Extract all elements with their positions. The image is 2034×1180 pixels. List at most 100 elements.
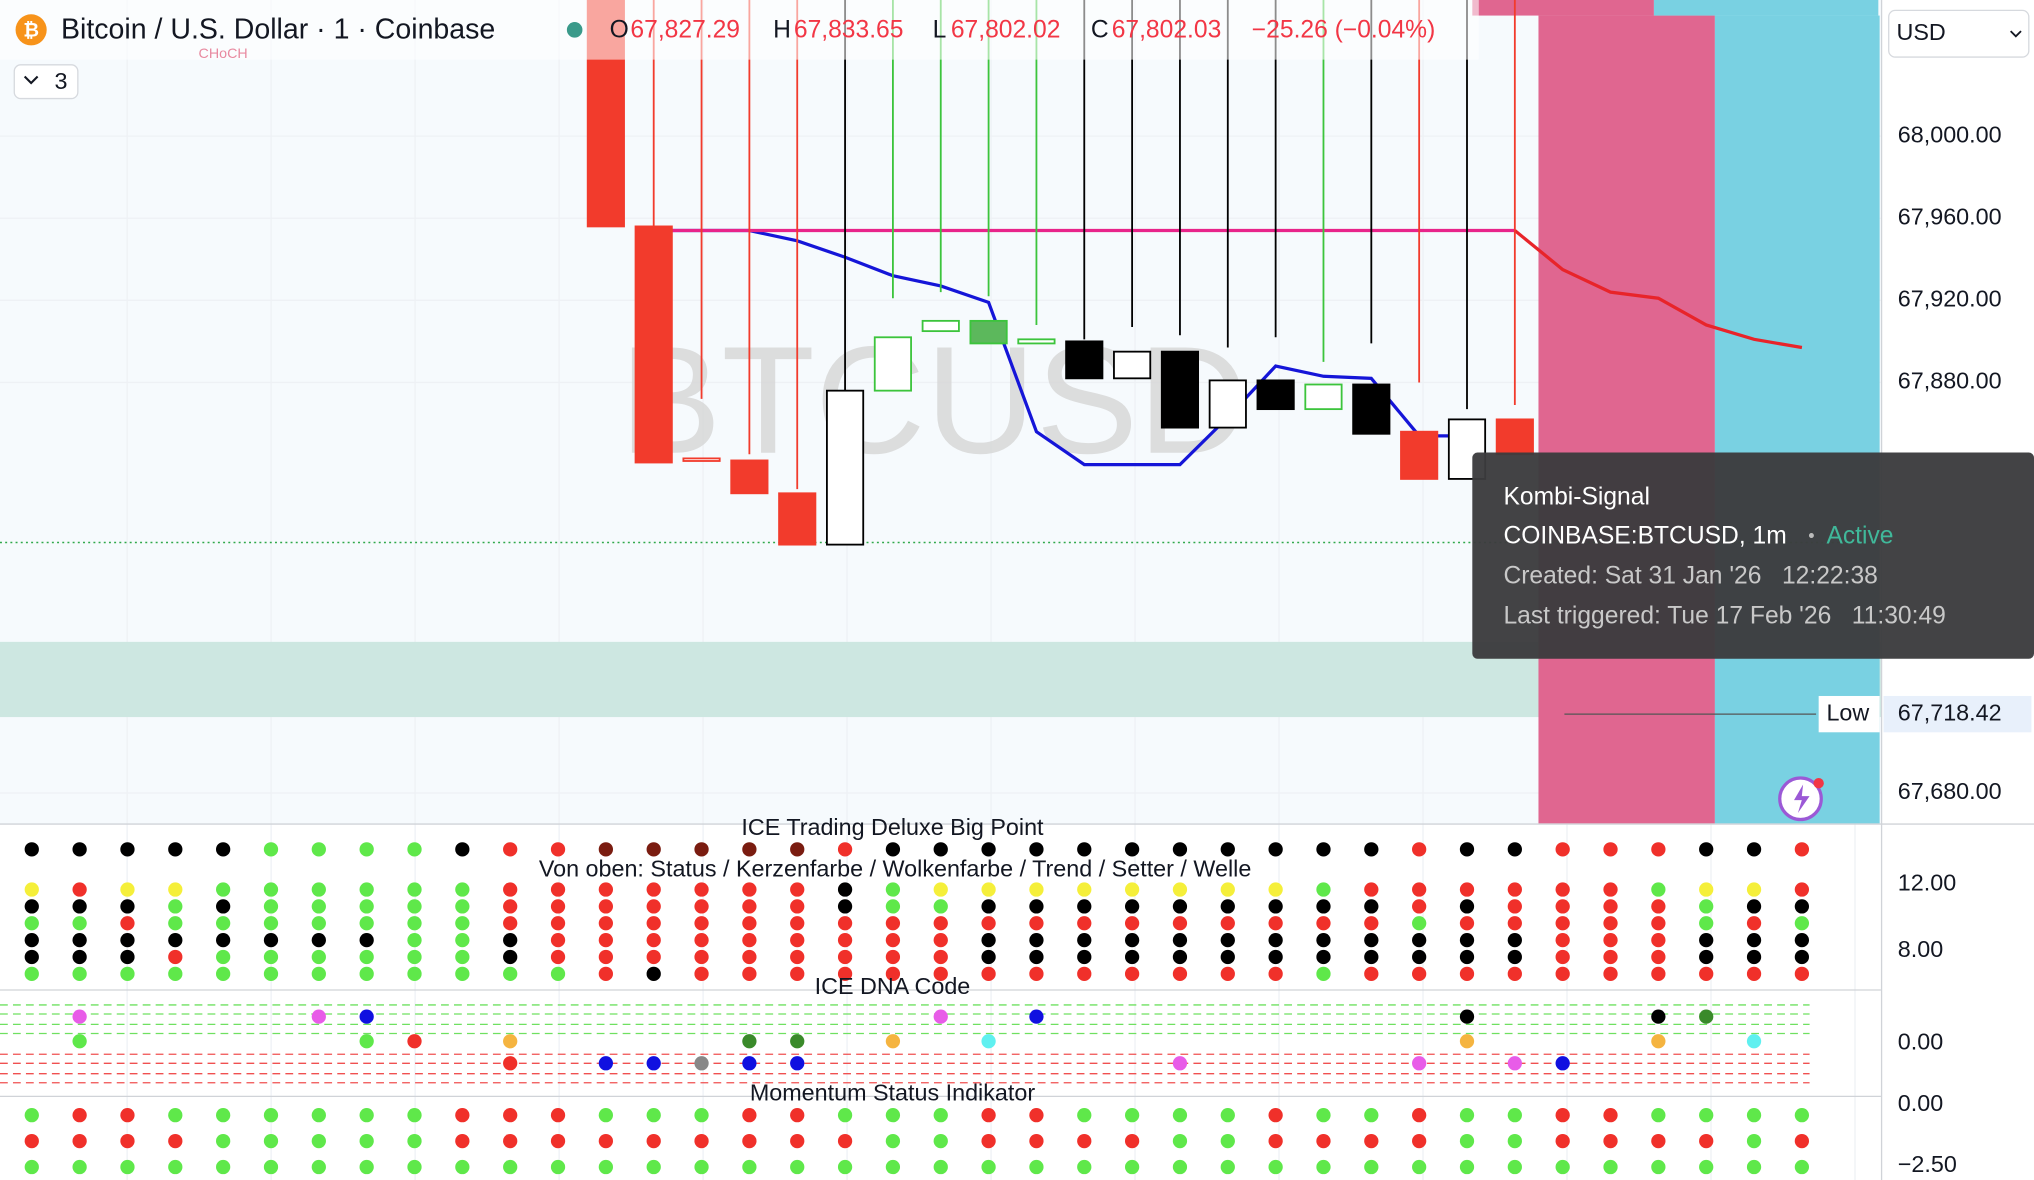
status-dot	[837, 882, 853, 897]
status-dot	[694, 1056, 709, 1071]
status-dot	[1029, 842, 1044, 857]
status-dot	[1459, 1108, 1475, 1123]
status-dot	[790, 1034, 805, 1049]
collapse-button[interactable]	[13, 64, 79, 100]
status-dot	[1699, 899, 1714, 914]
status-dot	[1459, 899, 1475, 914]
status-dot	[1507, 899, 1522, 914]
status-dot	[1555, 1159, 1570, 1175]
status-dot	[981, 899, 996, 914]
status-dot	[503, 966, 518, 981]
status-dot	[790, 1159, 805, 1175]
status-dot	[407, 1133, 422, 1149]
symbol-icon[interactable]	[15, 14, 47, 46]
candle-body	[873, 336, 912, 392]
status-dot	[72, 1009, 87, 1024]
status-dot	[263, 1159, 279, 1175]
status-dot	[933, 882, 948, 897]
status-dot	[1029, 882, 1044, 897]
status-dot	[1459, 882, 1475, 897]
status-dot	[933, 1108, 948, 1123]
symbol-icon-glyph: ₿	[23, 19, 39, 41]
status-dot	[1077, 1159, 1092, 1175]
status-dot	[455, 1133, 470, 1149]
status-dot	[263, 899, 279, 914]
panel-title: ICE Trading Deluxe Big Point	[741, 814, 1044, 840]
status-dot	[981, 916, 996, 931]
status-dot	[1316, 899, 1331, 914]
status-dot	[598, 966, 614, 981]
status-dot	[1124, 882, 1140, 897]
status-dot	[263, 949, 279, 965]
status-dot	[263, 932, 279, 948]
status-dot	[1699, 1009, 1714, 1024]
status-dot	[359, 882, 374, 897]
status-dot	[1268, 932, 1283, 948]
status-dot	[981, 966, 996, 981]
status-dot	[24, 916, 39, 931]
status-dot	[1555, 1056, 1570, 1071]
low-value: 67,718.42	[1898, 699, 2002, 725]
status-dot	[455, 1159, 470, 1175]
status-dot	[550, 1108, 566, 1123]
status-dot	[1220, 1133, 1235, 1149]
status-dot	[407, 1108, 422, 1123]
status-dot	[311, 916, 326, 931]
market-status[interactable]	[566, 22, 583, 38]
indicator-line	[1513, 229, 1803, 350]
status-dot	[216, 1108, 231, 1123]
candle-body	[1017, 338, 1056, 345]
status-dot	[455, 882, 470, 897]
status-dot	[694, 842, 709, 857]
status-dot	[1268, 882, 1283, 897]
status-dot	[72, 966, 87, 981]
status-dot	[503, 949, 518, 965]
status-dot	[168, 949, 183, 965]
top-zone-cyan	[1653, 0, 1879, 16]
status-dot	[1412, 842, 1427, 857]
status-dot	[72, 1108, 87, 1123]
status-dot	[1794, 932, 1810, 948]
status-dot	[1699, 1159, 1714, 1175]
status-dot	[1412, 899, 1427, 914]
status-dot	[1699, 916, 1714, 931]
status-dot	[263, 882, 279, 897]
status-dot	[1507, 949, 1522, 965]
status-dot	[1220, 1108, 1235, 1123]
status-dot	[598, 1133, 614, 1149]
status-dot	[790, 949, 805, 965]
status-dot	[503, 932, 518, 948]
status-dot	[1124, 949, 1140, 965]
candle-body	[826, 389, 865, 546]
status-dot	[1124, 1133, 1140, 1149]
status-dot	[1507, 916, 1522, 931]
status-dot	[263, 966, 279, 981]
status-dot	[981, 1034, 996, 1049]
low-label-bg	[1818, 695, 1880, 733]
currency-dropdown[interactable]	[1888, 9, 2030, 58]
status-dot	[1651, 966, 1666, 981]
status-dot	[1220, 842, 1235, 857]
status-dot	[24, 1108, 39, 1123]
status-dot	[168, 842, 183, 857]
status-dot	[1364, 842, 1379, 857]
candle-body	[969, 319, 1008, 345]
status-dot	[1412, 1108, 1427, 1123]
status-dot	[455, 932, 470, 948]
status-dot	[933, 899, 948, 914]
status-dot	[1268, 842, 1283, 857]
status-dot	[981, 1159, 996, 1175]
status-dot	[885, 1108, 901, 1123]
status-dot	[1124, 1159, 1140, 1175]
status-dot	[1172, 916, 1188, 931]
status-dot	[1029, 949, 1044, 965]
status-dot	[1794, 899, 1810, 914]
status-dot	[1029, 1009, 1044, 1024]
symbol-title[interactable]: Bitcoin / U.S. Dollar · 1 · Coinbase	[61, 14, 495, 46]
indicator-dots	[0, 842, 1810, 1175]
status-dot	[120, 1108, 135, 1123]
status-dot	[933, 1009, 948, 1024]
status-dot	[1603, 1159, 1618, 1175]
status-dot	[503, 1133, 518, 1149]
